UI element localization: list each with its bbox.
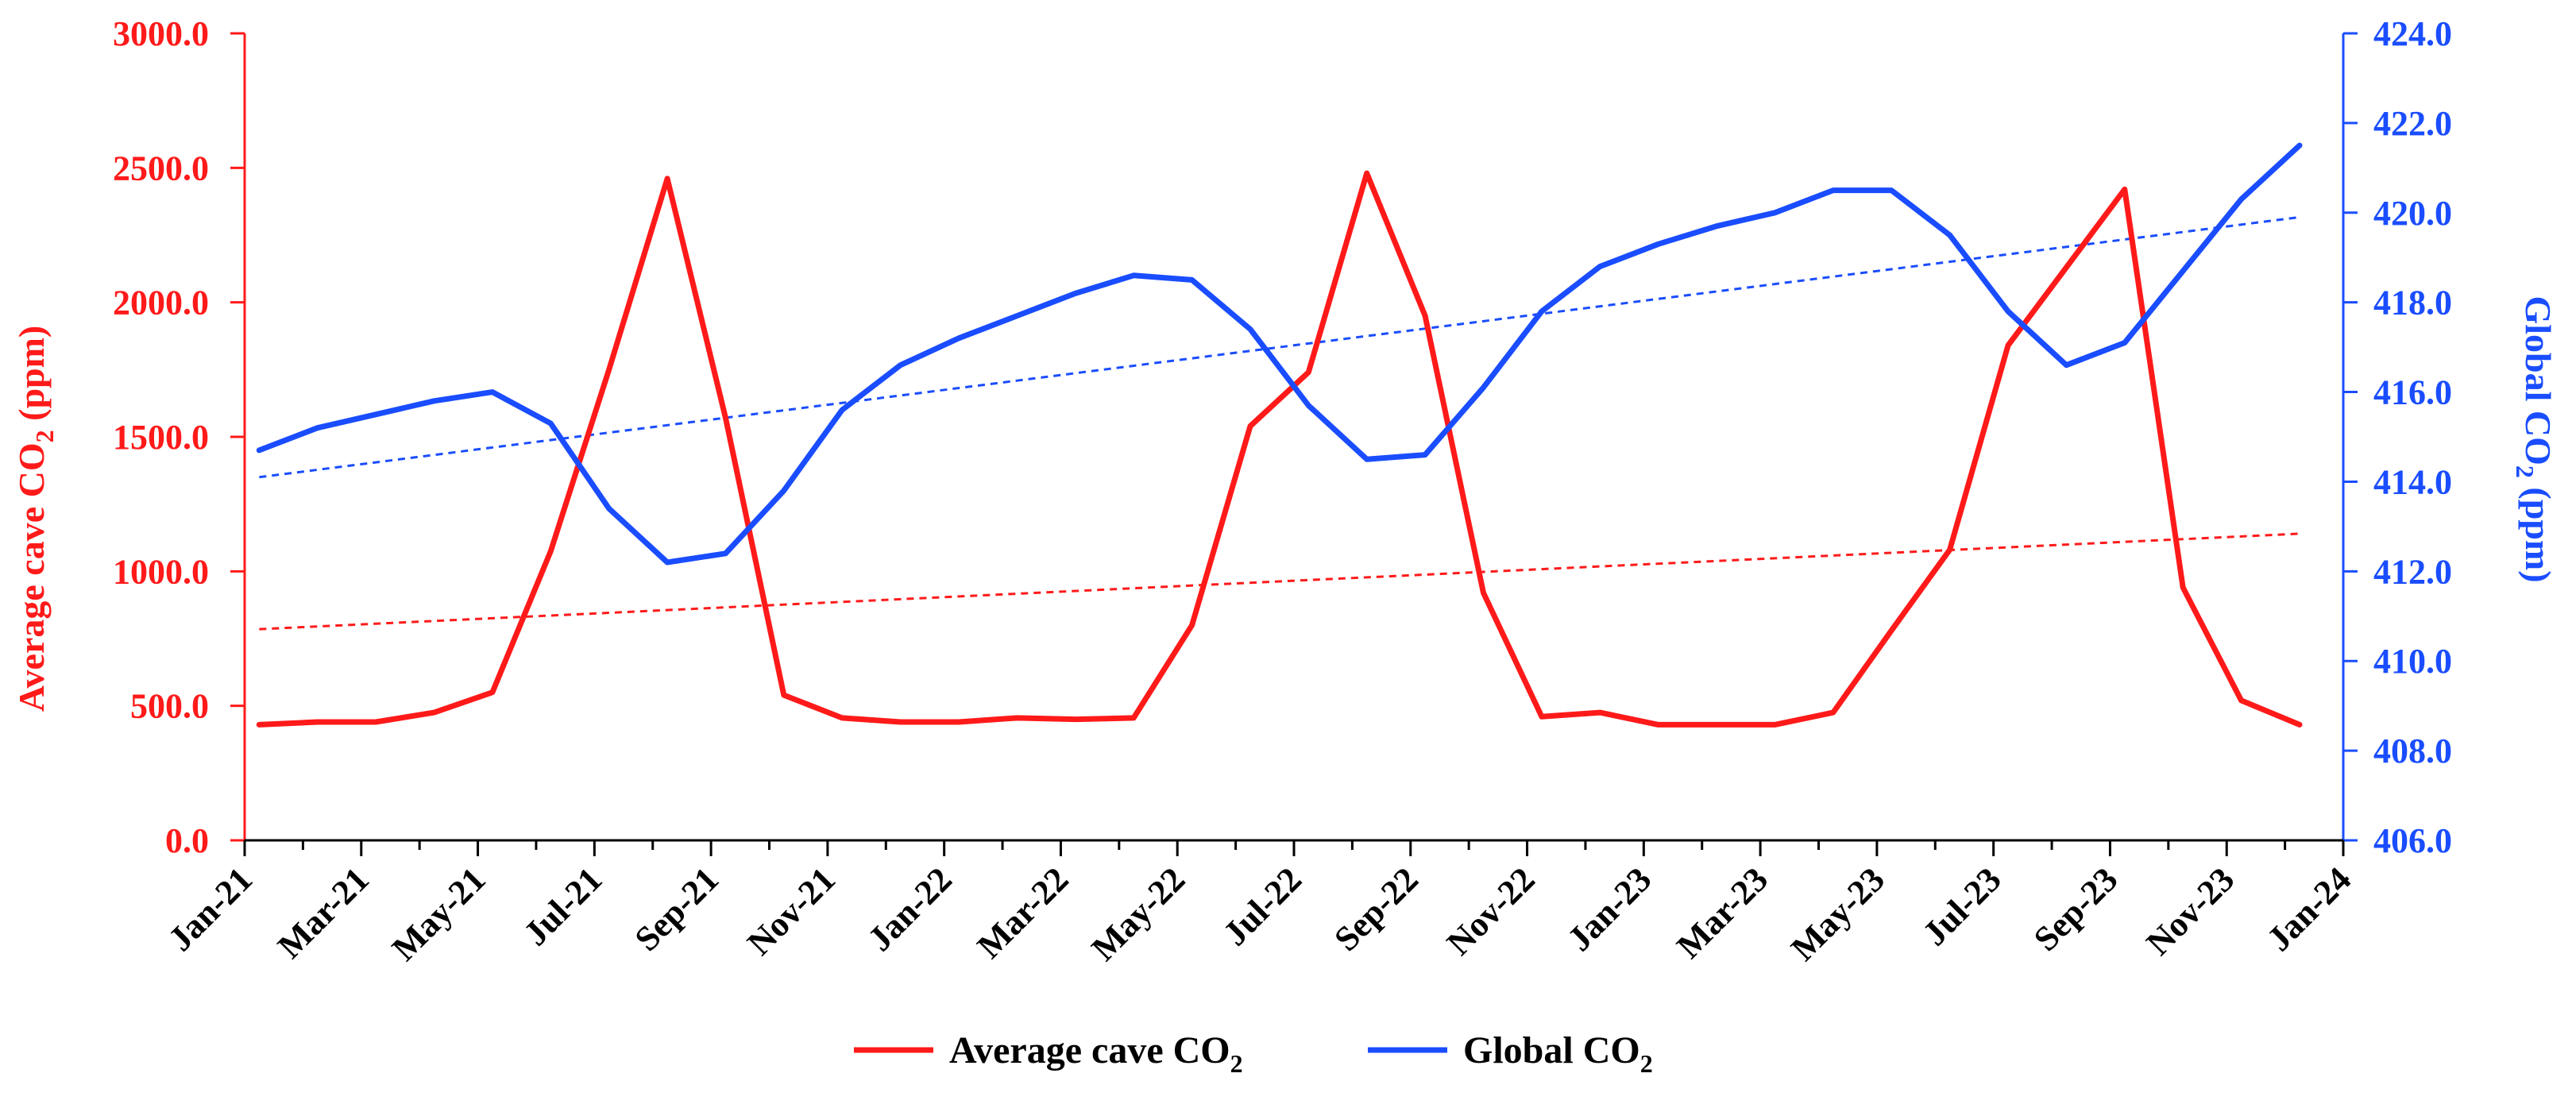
y-tick-left-label: 500.0	[130, 687, 209, 726]
x-tick-label: Jan-24	[2260, 859, 2359, 959]
x-tick-label: Jan-21	[161, 859, 261, 959]
series-line-global-co2	[256, 142, 2303, 566]
y-axis-title-left-sub: 2	[30, 430, 59, 442]
x-tick-label: Nov-22	[1439, 859, 1543, 963]
y-tick-right-label: 412.0	[2373, 552, 2452, 591]
x-tick-label: Mar-22	[970, 859, 1076, 966]
x-tick-label: May-21	[384, 859, 493, 968]
y-tick-right-label: 416.0	[2373, 373, 2452, 412]
y-tick-left-label: 3000.0	[113, 14, 209, 53]
y-tick-left-label: 1000.0	[113, 552, 209, 591]
axes	[230, 32, 2358, 856]
y-tick-left-label: 2500.0	[113, 149, 209, 187]
y-tick-left-label: 0.0	[165, 821, 209, 860]
x-tick-label: Nov-23	[2139, 859, 2242, 963]
y-tick-right-label: 424.0	[2373, 14, 2452, 53]
y-axis-title-left-suffix: (ppm)	[11, 326, 52, 430]
x-tick-label: Jan-23	[1560, 859, 1659, 959]
legend-label-cave: Average cave CO2	[949, 1029, 1243, 1078]
x-tick-label: May-23	[1783, 859, 1892, 968]
y-tick-right-label: 408.0	[2373, 732, 2452, 770]
x-tick-label: Jul-22	[1215, 859, 1309, 953]
y-axis-title-right-suffix: (ppm)	[2518, 478, 2559, 583]
y-tick-right-label: 422.0	[2373, 104, 2452, 143]
y-axis-title-left-main: Average cave CO	[11, 442, 52, 712]
series-line-cave-co2	[256, 170, 2303, 728]
x-tick-label: May-22	[1084, 859, 1193, 968]
y-tick-left-label: 1500.0	[113, 418, 209, 457]
x-tick-label: Sep-22	[1327, 859, 1426, 959]
trendline-global	[259, 215, 2300, 479]
y-tick-right-label: 406.0	[2373, 821, 2452, 860]
series-lines	[256, 142, 2303, 728]
x-tick-label: Jul-23	[1915, 859, 2009, 953]
x-tick-label: Jan-22	[860, 859, 960, 959]
y-tick-right-label: 418.0	[2373, 284, 2452, 322]
y-axis-title-right-sub: 2	[2511, 465, 2539, 478]
y-axis-title-right-main: Global CO	[2518, 295, 2559, 465]
x-tick-label: Nov-21	[740, 859, 843, 963]
y-axis-title-left: Average cave CO2 (ppm)	[11, 326, 59, 712]
x-tick-label: Jul-21	[516, 859, 610, 953]
x-tick-label: Sep-23	[2026, 859, 2126, 959]
y-tick-right-label: 414.0	[2373, 462, 2452, 501]
x-tick-label: Sep-21	[628, 859, 727, 959]
y-tick-right-label: 420.0	[2373, 194, 2452, 233]
x-tick-label: Mar-23	[1669, 859, 1775, 966]
y-tick-left-label: 2000.0	[113, 284, 209, 322]
legend-label-global: Global CO2	[1463, 1029, 1653, 1078]
x-tick-label: Mar-21	[270, 859, 377, 966]
trendline-cave	[259, 532, 2300, 631]
y-tick-right-label: 410.0	[2373, 642, 2452, 681]
legend: Average cave CO2 Global CO2	[854, 1029, 1653, 1078]
tick-labels: 0.0 500.0 1000.0 1500.0 2000.0 2500.0 3000.0 40…	[113, 14, 2452, 968]
trendlines	[259, 215, 2300, 631]
y-axis-title-right: Global CO2 (ppm)	[2511, 295, 2559, 582]
